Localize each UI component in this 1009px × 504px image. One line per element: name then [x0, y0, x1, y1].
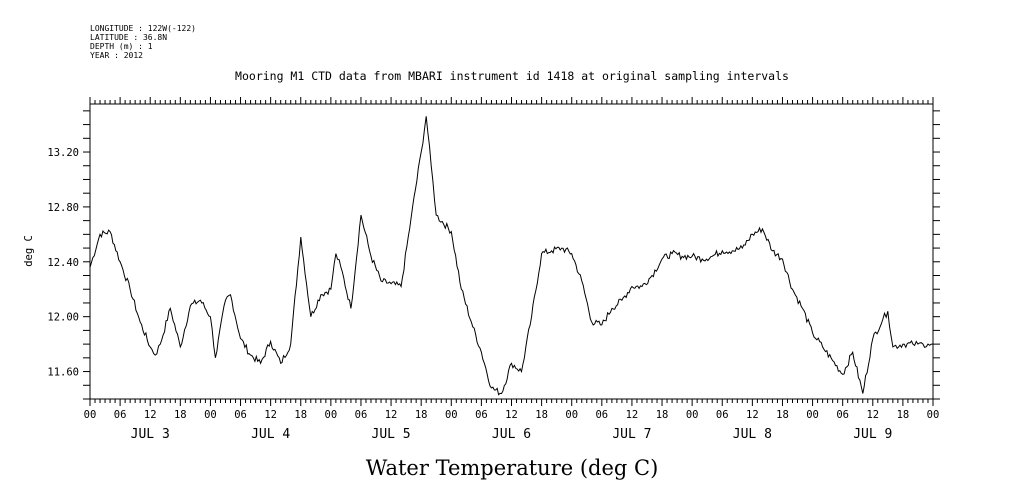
y-tick-label: 12.80 — [47, 202, 79, 214]
x-tick-label: 00 — [927, 409, 940, 421]
y-tick-label: 12.00 — [47, 312, 79, 324]
depth-label: DEPTH (m) : 1 — [90, 42, 153, 51]
day-label: JUL 9 — [853, 427, 892, 442]
day-label: JUL 4 — [251, 427, 290, 442]
day-label: JUL 5 — [372, 427, 411, 442]
x-axis-label: Water Temperature (deg C) — [366, 456, 659, 480]
x-tick-label: 12 — [866, 409, 879, 421]
x-tick-label: 00 — [84, 409, 97, 421]
x-tick-label: 00 — [204, 409, 217, 421]
chart-title: Mooring M1 CTD data from MBARI instrumen… — [235, 69, 789, 83]
x-tick-label: 12 — [505, 409, 518, 421]
x-tick-label: 12 — [144, 409, 157, 421]
x-tick-label: 12 — [264, 409, 277, 421]
x-tick-label: 00 — [806, 409, 819, 421]
x-tick-label: 00 — [686, 409, 699, 421]
day-label: JUL 8 — [733, 427, 772, 442]
x-tick-label: 18 — [174, 409, 187, 421]
x-tick-label: 18 — [656, 409, 669, 421]
temperature-series-line — [89, 116, 933, 396]
x-tick-label: 18 — [294, 409, 307, 421]
x-tick-label: 06 — [475, 409, 488, 421]
tick-marks — [83, 97, 940, 406]
metadata-block: LONGITUDE : 122W(-122) LATITUDE : 36.8N … — [90, 24, 196, 60]
day-labels: JUL 3 JUL 4 JUL 5 JUL 6 JUL 7 JUL 8 JUL 9 — [131, 427, 893, 442]
x-tick-label: 06 — [836, 409, 849, 421]
x-tick-label: 06 — [716, 409, 729, 421]
x-tick-label: 18 — [776, 409, 789, 421]
day-label: JUL 3 — [131, 427, 170, 442]
x-tick-label: 12 — [626, 409, 639, 421]
x-tick-label: 12 — [385, 409, 398, 421]
x-tick-label: 00 — [445, 409, 458, 421]
x-tick-label: 00 — [325, 409, 338, 421]
day-label: JUL 6 — [492, 427, 531, 442]
x-tick-label: 12 — [746, 409, 759, 421]
x-tick-labels: 00 06 12 18 00 06 12 18 00 06 12 18 00 06 12 18 00 06 12 18… — [84, 409, 940, 421]
day-label: JUL 7 — [612, 427, 651, 442]
y-tick-label: 12.40 — [47, 257, 79, 269]
y-tick-label: 11.60 — [47, 367, 79, 379]
x-tick-label: 18 — [415, 409, 428, 421]
year-label: YEAR : 2012 — [90, 51, 143, 60]
x-tick-label: 06 — [355, 409, 368, 421]
x-tick-label: 06 — [114, 409, 127, 421]
latitude-label: LATITUDE : 36.8N — [90, 33, 167, 42]
y-tick-label: 13.20 — [47, 147, 79, 159]
y-tick-labels: 13.20 12.80 12.40 12.00 11.60 — [47, 147, 79, 379]
x-tick-label: 00 — [565, 409, 578, 421]
y-axis-label: deg C — [23, 235, 35, 267]
x-tick-label: 06 — [595, 409, 608, 421]
x-tick-label: 06 — [234, 409, 247, 421]
x-tick-label: 18 — [535, 409, 548, 421]
longitude-label: LONGITUDE : 122W(-122) — [90, 24, 196, 33]
x-tick-label: 18 — [897, 409, 910, 421]
